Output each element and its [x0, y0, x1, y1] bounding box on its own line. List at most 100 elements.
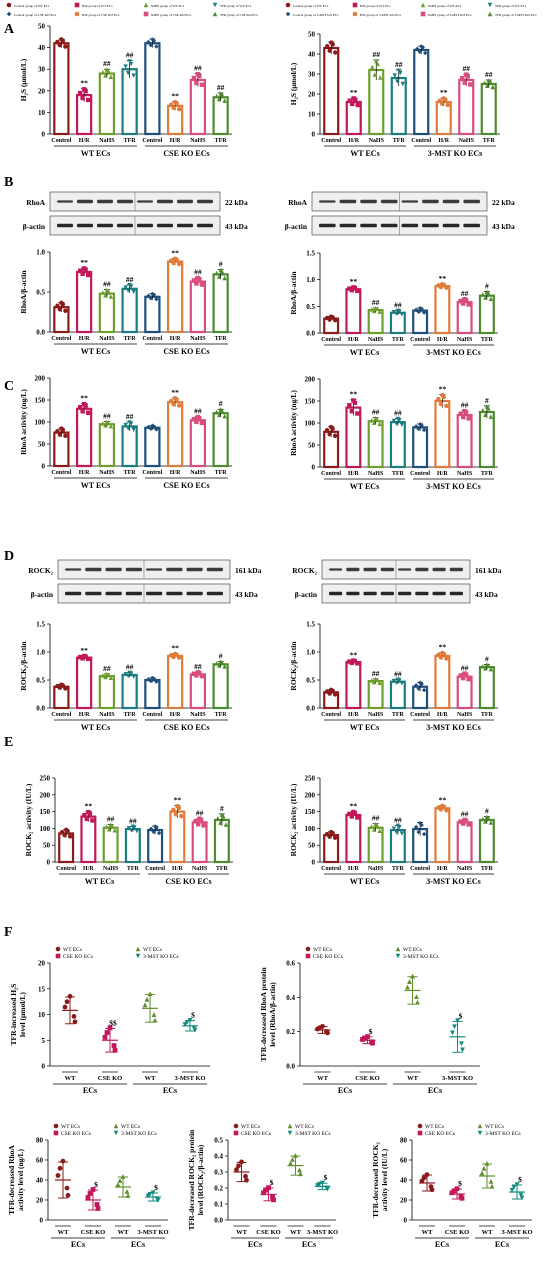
group-label: 3-MST KO ECs	[426, 348, 481, 357]
y-tick-label: 0.4	[214, 1153, 223, 1161]
significance-mark: ##	[129, 816, 137, 825]
x-tick-label: CSE KO	[445, 1229, 469, 1236]
data-point	[261, 1190, 266, 1196]
legend-label: 3-MST KO ECs	[143, 954, 179, 960]
x-tick-label: TFR	[392, 866, 405, 872]
blot-band	[346, 567, 360, 572]
data-point	[102, 1034, 108, 1040]
bar	[75, 407, 93, 468]
x-tick-label: Control	[321, 337, 341, 343]
legend-label: NaHS group of CSE KO ECs	[151, 13, 192, 17]
group-label: ECs	[83, 1086, 97, 1095]
data-point	[349, 814, 355, 819]
y-tick-label: 1.5	[306, 621, 315, 629]
blot-band	[177, 223, 193, 228]
data-point	[146, 39, 151, 45]
data-point	[325, 44, 330, 49]
western-blots: RhoA β-actin 22 kDa 43 kDa RhoA β-actin 22 kDa…	[23, 191, 515, 604]
data-point	[77, 654, 83, 660]
data-point	[127, 59, 132, 64]
y-axis-label: TFR-decreased RhoAactivity level (ng/L)	[7, 1145, 25, 1215]
blot-band	[157, 199, 173, 204]
panel-letters: A B C D E F	[4, 22, 15, 940]
data-point	[349, 408, 355, 414]
data-point	[112, 828, 117, 833]
y-axis-label-line: level (ROCK₂/β-actin)	[196, 1144, 205, 1215]
bar	[345, 288, 362, 335]
y-tick-label: 60	[400, 1157, 408, 1165]
x-tick-label: Control	[142, 138, 162, 144]
y-axis-label: ROCK₂ activity (IU/L)	[24, 783, 33, 856]
data-point	[415, 46, 420, 51]
data-point	[80, 95, 85, 101]
blot-band	[197, 199, 213, 204]
group-label: WT ECs	[350, 482, 379, 491]
data-point	[197, 816, 202, 821]
y-tick-label: 0.5	[306, 677, 315, 685]
data-point	[222, 275, 227, 281]
data-point	[460, 76, 465, 81]
legend-label: CSE KO ECs	[241, 1131, 271, 1137]
bar	[456, 821, 473, 864]
x-tick-label: TFR	[124, 138, 137, 144]
data-point	[244, 1177, 249, 1183]
bar	[189, 673, 207, 710]
x-tick-label: NaHS	[457, 712, 473, 718]
x-tick-label: WT	[317, 1075, 329, 1082]
y-tick-label: 10	[38, 1011, 46, 1019]
group-label: 3-MST KO ECs	[426, 877, 481, 886]
x-tick-label: Control	[321, 712, 341, 718]
data-point	[125, 426, 131, 431]
legend-marker	[6, 11, 12, 17]
legend-marker	[233, 1123, 239, 1129]
data-point	[355, 288, 360, 294]
data-point	[100, 421, 106, 426]
legend-marker	[285, 2, 291, 8]
data-point	[168, 102, 174, 107]
data-point	[215, 815, 221, 821]
significance-mark: ##	[461, 401, 469, 410]
blot-band	[415, 567, 429, 572]
blot-band	[422, 223, 439, 228]
significance-mark: $	[191, 1011, 195, 1020]
x-tick-label: TFR	[215, 138, 228, 144]
blot-loading-label: β-actin	[23, 222, 46, 231]
data-point	[104, 824, 109, 829]
data-point	[218, 91, 223, 96]
data-point	[480, 664, 486, 669]
blot-kda-label: 161 kDa	[475, 566, 502, 575]
bar	[98, 423, 116, 468]
x-tick-label: Control	[410, 337, 430, 343]
data-point	[128, 61, 134, 67]
data-point	[112, 1047, 118, 1053]
data-point	[395, 823, 401, 829]
blot-protein-label: ROCK₂	[28, 566, 54, 575]
legend-marker	[305, 953, 311, 959]
significance-mark: $	[324, 1173, 328, 1182]
group-label: CSE KO ECs	[163, 723, 209, 732]
x-tick-label: TFR	[392, 337, 405, 343]
data-point	[371, 679, 377, 685]
legend-label: CSE KO ECs	[61, 1131, 91, 1137]
data-point	[490, 84, 495, 90]
bar-chart-E_left: 0 50 100 150 200 250 ROCK₂ activity (IU/L) Cont…	[24, 775, 233, 886]
x-tick-label: TFR	[215, 712, 228, 718]
y-tick-label: 1.0	[306, 276, 315, 284]
significance-mark: **	[350, 88, 358, 97]
data-point	[191, 75, 197, 81]
significance-mark: $	[458, 1179, 462, 1188]
y-tick-label: 100	[35, 419, 46, 427]
y-tick-label: 50	[308, 842, 316, 850]
y-tick-label: 0.5	[214, 1137, 223, 1145]
blot-band	[125, 567, 142, 572]
data-point	[59, 682, 64, 687]
y-tick-label: 0.0	[36, 705, 45, 713]
significance-mark: ##	[372, 669, 380, 678]
data-point	[378, 75, 383, 80]
significance-mark: ##	[463, 64, 471, 73]
data-point	[324, 428, 330, 433]
bar	[456, 300, 473, 335]
data-point	[373, 821, 378, 827]
data-point	[351, 96, 356, 101]
data-point	[454, 1186, 460, 1192]
